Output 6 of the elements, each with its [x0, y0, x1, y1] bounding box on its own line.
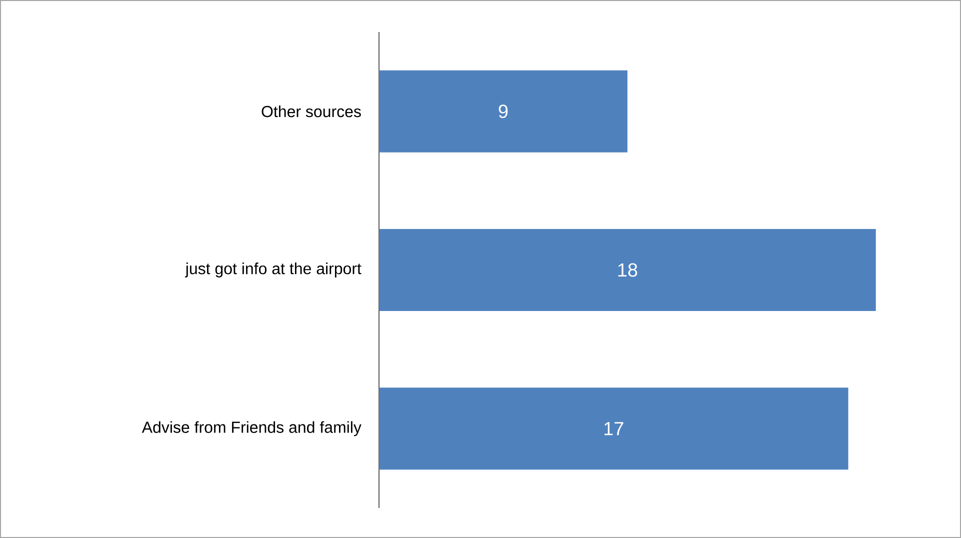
data-label: 17 — [604, 422, 624, 436]
data-label: 9 — [498, 104, 508, 118]
y-tick-label: Other sources — [262, 105, 361, 118]
y-tick-label: just got info at the airport — [184, 262, 362, 278]
y-tick-label: Advise from Friends and family — [142, 421, 362, 436]
data-label: 18 — [618, 263, 638, 277]
